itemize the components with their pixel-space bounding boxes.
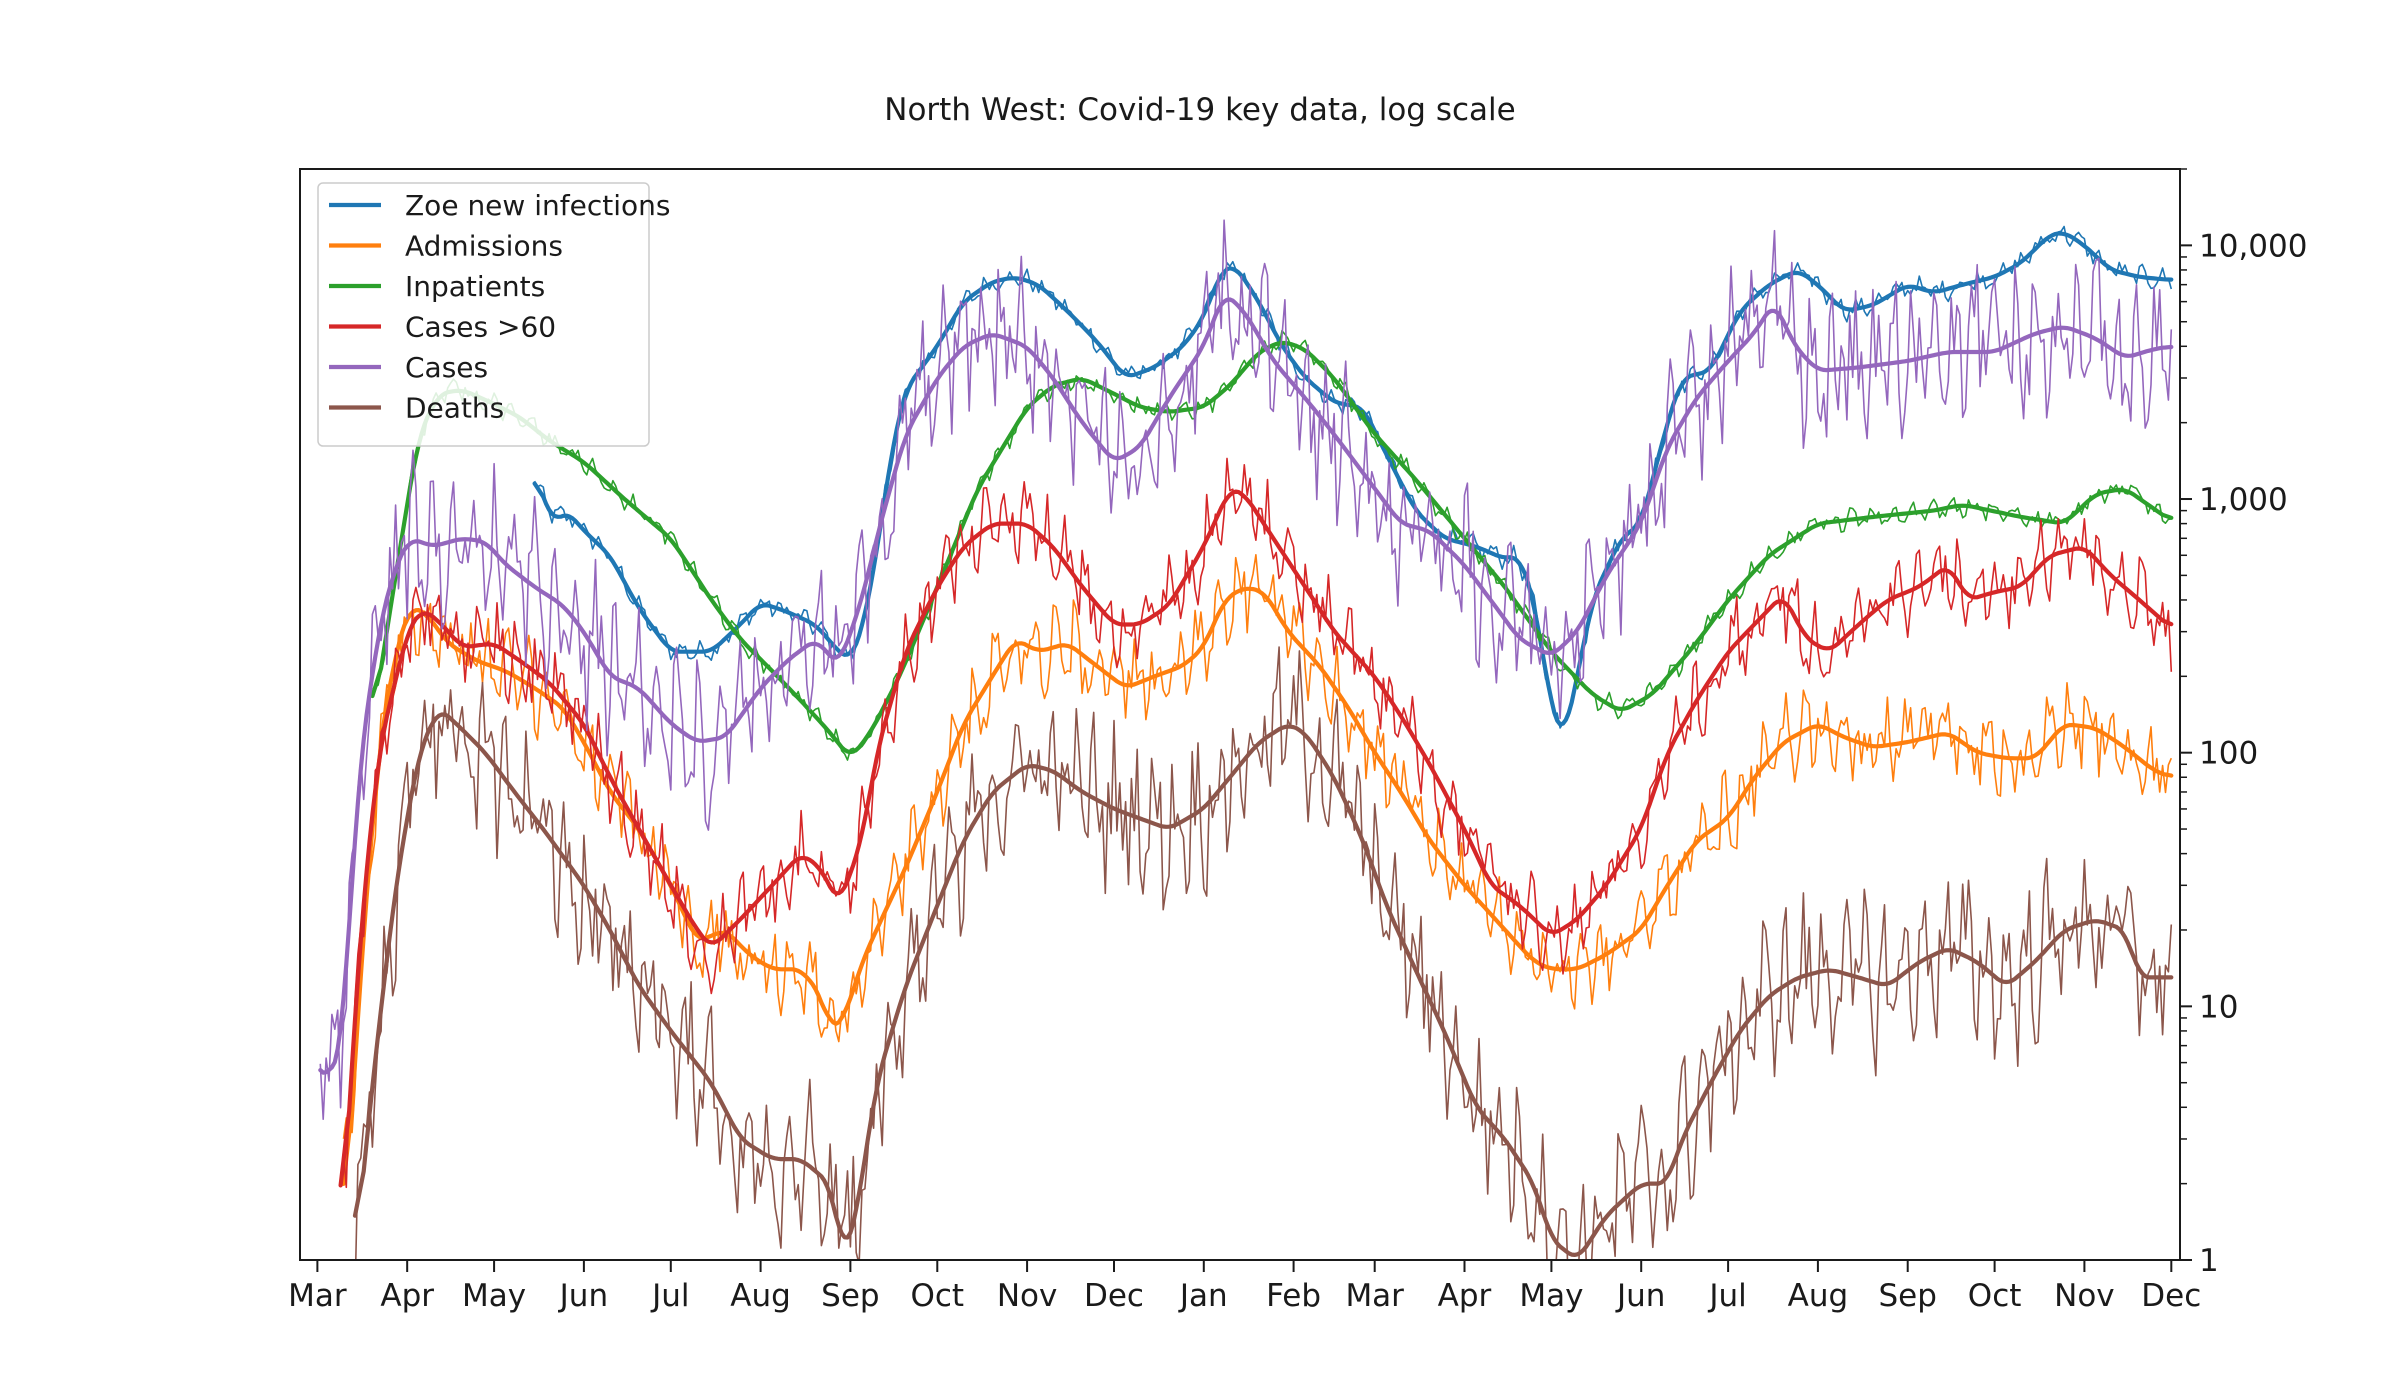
series-raw-cases bbox=[319, 219, 2173, 1120]
x-tick-label: Dec bbox=[2141, 1278, 2201, 1314]
series-line-cases-60 bbox=[338, 489, 2174, 1188]
x-tick-label: Sep bbox=[821, 1278, 879, 1314]
x-tick-label: Nov bbox=[2054, 1278, 2115, 1314]
x-tick-label: Oct bbox=[910, 1278, 964, 1314]
x-tick-label: Aug bbox=[1788, 1278, 1849, 1314]
x-tick-label: Jun bbox=[1615, 1278, 1665, 1314]
x-tick-label: Jul bbox=[650, 1278, 689, 1314]
series-line-inpatients bbox=[370, 340, 2174, 755]
legend-box bbox=[317, 182, 650, 447]
series-line-deaths bbox=[352, 712, 2174, 1257]
x-tick-label: Sep bbox=[1878, 1278, 1936, 1314]
y-tick-label: 1 bbox=[2199, 1243, 2219, 1279]
legend: Zoe new infections Admissions Inpatients Ca… bbox=[317, 182, 670, 447]
legend-label-admissions: Admissions bbox=[405, 230, 563, 263]
series-raw-deaths bbox=[354, 646, 2173, 1260]
y-tick-label: 100 bbox=[2199, 736, 2258, 772]
legend-label-deaths: Deaths bbox=[405, 392, 504, 425]
x-tick-label: Feb bbox=[1266, 1278, 1321, 1314]
series-raw-zoe-new-infections bbox=[533, 225, 2173, 729]
legend-label-cases-60: Cases >60 bbox=[405, 311, 556, 344]
x-tick-label: May bbox=[462, 1278, 526, 1314]
y-tick-label: 10,000 bbox=[2199, 228, 2307, 264]
x-tick-label: Dec bbox=[1084, 1278, 1144, 1314]
x-tick-label: Jul bbox=[1707, 1278, 1746, 1314]
legend-label-inpatients: Inpatients bbox=[405, 270, 545, 303]
legend-label-cases: Cases bbox=[405, 351, 488, 384]
x-tick-label: Jun bbox=[558, 1278, 608, 1314]
series-raw-cases-60 bbox=[339, 457, 2173, 1189]
x-tick-label: Apr bbox=[380, 1278, 434, 1314]
legend-label-zoe-new-infections: Zoe new infections bbox=[405, 189, 670, 222]
series-line-cases bbox=[318, 297, 2174, 1075]
series-raw-inpatients bbox=[371, 329, 2172, 761]
x-tick-label: Oct bbox=[1968, 1278, 2022, 1314]
axis-layer: Mar Apr May Jun Jul Aug Sep Oct Nov Dec Jan Feb Mar A… bbox=[288, 168, 2307, 1314]
x-tick-label: Jan bbox=[1178, 1278, 1228, 1314]
x-tick-label: Apr bbox=[1438, 1278, 1492, 1314]
chart-title: North West: Covid-19 key data, log scale bbox=[884, 92, 1516, 128]
y-tick-label: 1,000 bbox=[2199, 482, 2288, 518]
x-tick-label: Mar bbox=[1345, 1278, 1404, 1314]
plot-frame bbox=[299, 168, 2181, 1261]
x-tick-label: Mar bbox=[288, 1278, 347, 1314]
y-tick-label: 10 bbox=[2199, 989, 2238, 1025]
x-tick-label: Nov bbox=[997, 1278, 1058, 1314]
series-layer bbox=[318, 219, 2174, 1260]
x-tick-label: Aug bbox=[730, 1278, 791, 1314]
x-tick-label: May bbox=[1519, 1278, 1583, 1314]
